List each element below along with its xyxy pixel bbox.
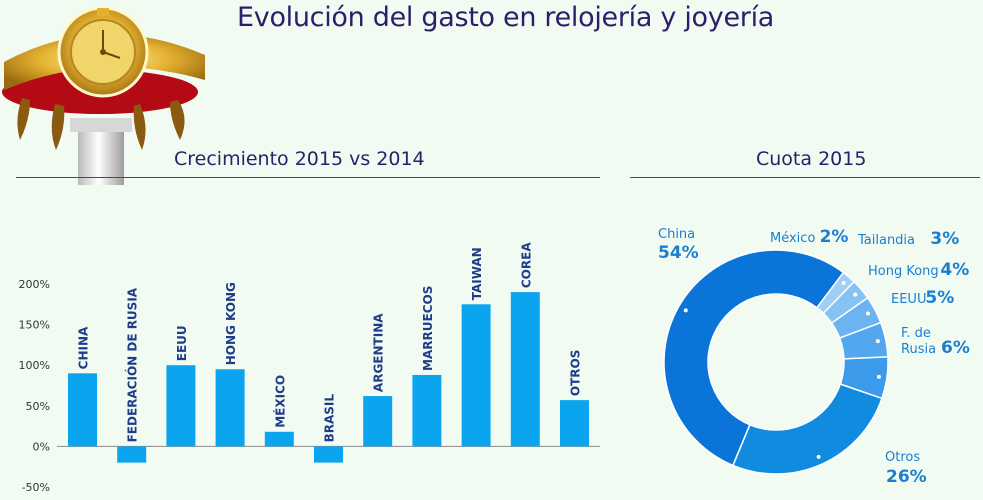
slice-value: 26%: [886, 467, 927, 487]
slice-label: Hong Kong: [868, 264, 939, 279]
y-tick-label: 0%: [33, 440, 50, 453]
donut-slice: [663, 249, 845, 467]
slice-marker: [841, 281, 846, 286]
category-label: FEDERACIÓN DE RUSIA: [125, 287, 140, 442]
bar-chart-divider: [16, 177, 600, 178]
category-label: TAIWAN: [470, 247, 484, 300]
bar: [412, 374, 442, 447]
bar: [117, 446, 147, 463]
slice-value: 3%: [930, 229, 959, 249]
y-tick-label: -50%: [22, 481, 50, 494]
slice-label: Rusia: [901, 342, 936, 357]
category-label: ARGENTINA: [372, 313, 386, 392]
slice-label: China: [658, 227, 695, 242]
slice-label: Otros: [885, 450, 920, 465]
slice-value: 4%: [940, 260, 969, 280]
category-label: EEUU: [175, 325, 189, 361]
donut-chart-divider: [630, 177, 980, 178]
bar: [215, 369, 245, 447]
category-label: BRASIL: [323, 394, 337, 443]
slice-marker: [875, 339, 880, 344]
slice-marker: [865, 311, 870, 316]
page-title: Evolución del gasto en relojería y joyer…: [237, 2, 775, 33]
donut-chart-title: Cuota 2015: [756, 148, 867, 170]
y-tick-label: 100%: [19, 359, 50, 372]
bar: [314, 446, 343, 463]
watch-illustration: [2, 6, 205, 185]
slice-marker: [853, 292, 858, 297]
slice-label: México: [770, 231, 815, 246]
slice-value: 2%: [820, 227, 849, 247]
slice-label: EEUU: [891, 292, 926, 307]
category-label: CHINA: [77, 326, 91, 369]
slice-value: 6%: [941, 338, 970, 358]
slice-marker: [816, 454, 821, 459]
bar: [68, 373, 97, 447]
bar: [560, 400, 589, 447]
category-label: MÉXICO: [272, 375, 287, 428]
slice-value: 54%: [658, 243, 699, 263]
bar: [264, 431, 294, 447]
category-label: MARRUECOS: [421, 286, 435, 371]
y-tick-label: 50%: [26, 400, 50, 413]
category-label: OTROS: [569, 350, 583, 396]
bar: [363, 396, 393, 447]
category-label: COREA: [519, 242, 533, 288]
category-label: HONG KONG: [224, 282, 238, 365]
slice-marker: [876, 374, 881, 379]
bar: [166, 365, 196, 447]
slice-label: Tailandia: [857, 233, 915, 248]
slice-label: F. de: [901, 326, 931, 341]
donut-slice: [731, 383, 883, 475]
bar: [510, 292, 540, 447]
y-tick-label: 150%: [19, 319, 50, 332]
bar-chart: -50% 0% 50% 100% 150% 200% CHINA FEDERACIÓN DE …: [19, 242, 600, 494]
bar: [461, 304, 491, 447]
bar-chart-title: Crecimiento 2015 vs 2014: [174, 148, 425, 170]
y-tick-label: 200%: [19, 278, 50, 291]
slice-value: 5%: [925, 288, 954, 308]
slice-marker: [683, 308, 688, 313]
